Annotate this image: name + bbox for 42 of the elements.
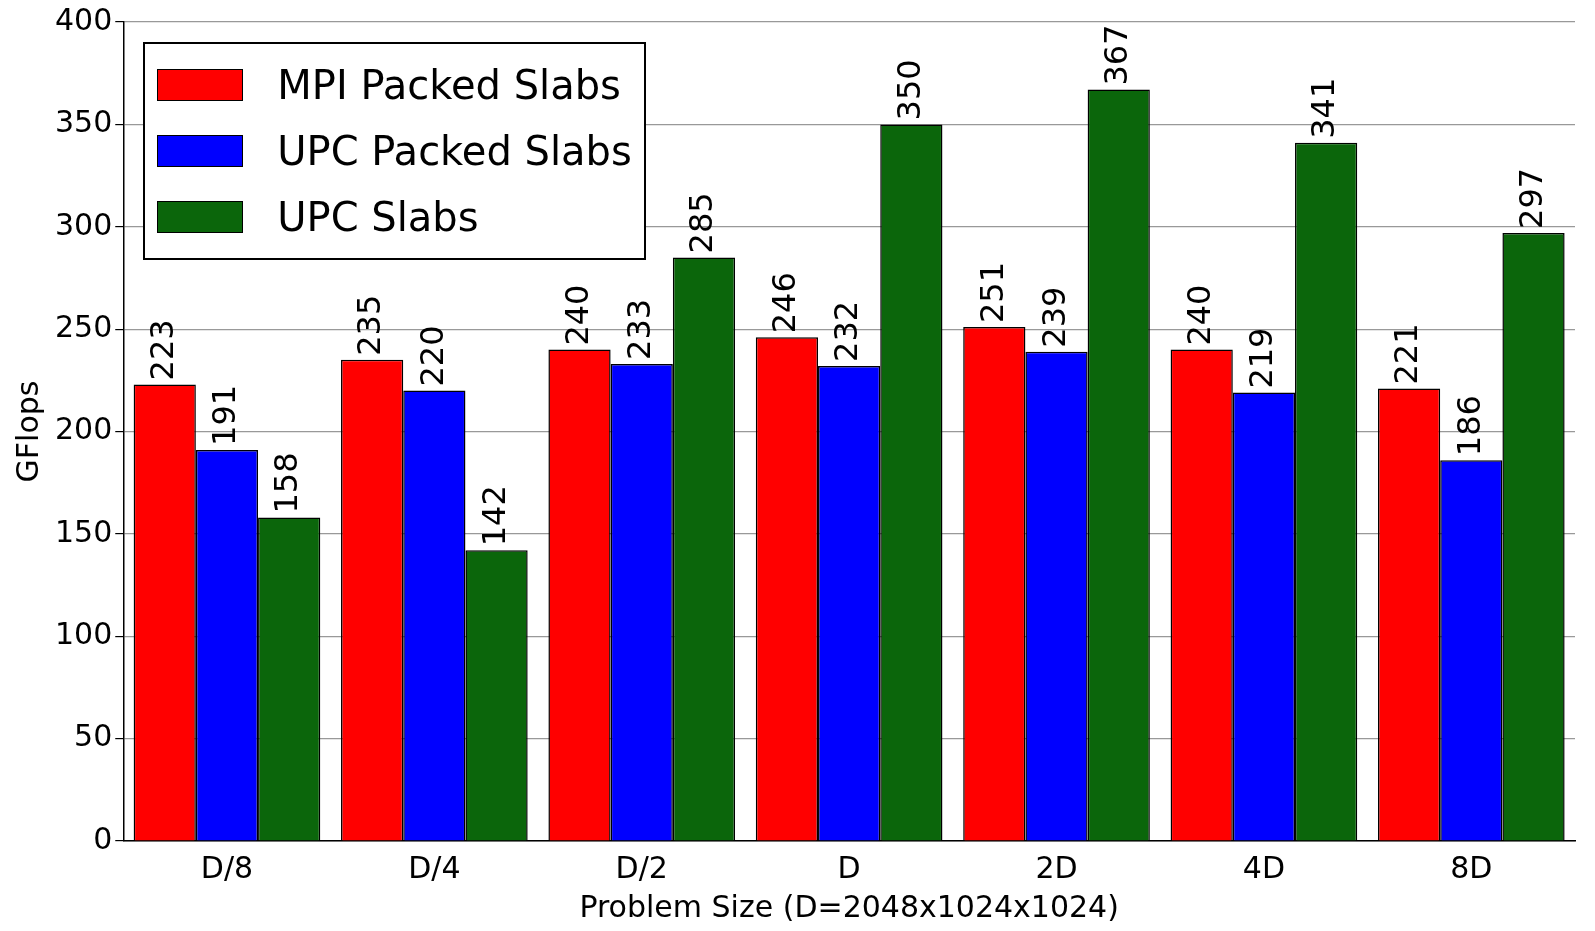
y-tick-label: 100 [55, 616, 113, 652]
data-label: 240 [557, 284, 596, 346]
data-label: 350 [889, 59, 928, 121]
x-tick-label: D [837, 849, 861, 885]
data-label: 251 [972, 262, 1011, 324]
x-tick-label: D/8 [200, 849, 254, 885]
y-tick-label: 50 [74, 718, 113, 754]
data-label: 191 [205, 384, 244, 446]
data-label: 246 [765, 272, 804, 334]
y-tick-label: 150 [55, 513, 113, 549]
y-tick-label: 200 [55, 411, 113, 447]
legend-label: UPC Slabs [277, 194, 479, 240]
x-tick-label: D/2 [615, 849, 668, 885]
data-label: 285 [682, 192, 721, 254]
data-label: 341 [1304, 77, 1343, 139]
data-label: 235 [350, 294, 389, 356]
legend-label: UPC Packed Slabs [277, 128, 632, 174]
data-label: 142 [474, 485, 513, 547]
data-label: 219 [1242, 327, 1281, 389]
x-tick-label: 4D [1242, 849, 1286, 885]
y-tick-label: 300 [55, 206, 113, 242]
y-tick-label: 250 [55, 308, 113, 344]
x-tick-label: 2D [1035, 849, 1078, 885]
data-label: 297 [1511, 167, 1550, 229]
y-tick-label: 400 [55, 1, 113, 37]
y-tick-label: 350 [55, 104, 113, 140]
data-label: 186 [1449, 395, 1488, 457]
data-label: 233 [620, 298, 659, 360]
data-label: 367 [1097, 24, 1136, 86]
data-label: 220 [412, 325, 451, 387]
data-label: 232 [827, 300, 866, 362]
x-axis-title: Problem Size (D=2048x1024x1024) [579, 888, 1119, 924]
data-label: 240 [1180, 284, 1219, 346]
data-label: 158 [267, 452, 306, 514]
x-tick-label: 8D [1450, 849, 1493, 885]
data-label: 223 [143, 319, 182, 381]
data-label: 221 [1387, 323, 1426, 385]
data-label: 239 [1034, 286, 1073, 348]
x-tick-label: D/4 [408, 849, 461, 885]
y-axis-title: GFlops [9, 380, 45, 483]
y-tick-label: 0 [93, 820, 113, 856]
legend-label: MPI Packed Slabs [277, 62, 621, 108]
